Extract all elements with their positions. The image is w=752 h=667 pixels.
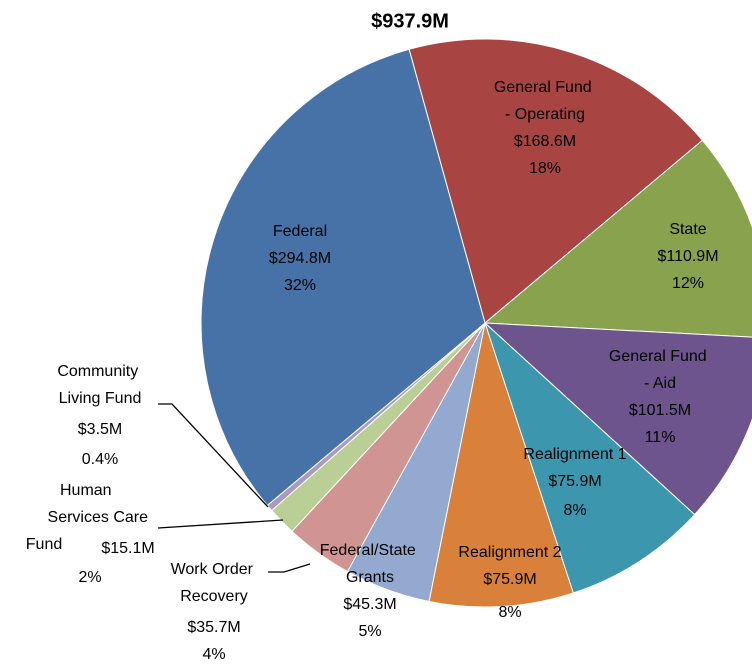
- percent-label: 0.4%: [82, 451, 118, 468]
- slice-label: Community Living Fund: [57, 363, 142, 407]
- percent-label: 5%: [358, 623, 381, 640]
- value-label: $35.7M: [187, 619, 240, 636]
- pie-slice: [483, 322, 752, 516]
- slice-label: General Fund - Operating: [494, 79, 596, 123]
- percent-label: 4%: [202, 646, 225, 663]
- value-label: $168.6M: [514, 133, 576, 150]
- percent-label: 32%: [284, 277, 316, 294]
- slice-label: Federal/State Grants: [320, 542, 421, 586]
- percent-label: 8%: [498, 604, 521, 621]
- leader-line: [268, 563, 311, 573]
- slice-label: State: [669, 221, 706, 238]
- leader-line: [157, 519, 284, 529]
- labels: General Fund - Operating $168.6M 18% State $…: [26, 79, 719, 663]
- value-label: $294.8M: [269, 250, 331, 267]
- pie-slice: [428, 321, 574, 608]
- percent-label: 12%: [672, 275, 704, 292]
- slice-label: Federal: [273, 223, 327, 240]
- value-label: $110.9M: [657, 248, 718, 265]
- value-label: $75.9M: [483, 571, 536, 588]
- percent-label: 2%: [78, 569, 101, 586]
- pie-slice: [483, 321, 696, 594]
- value-label: $75.9M: [548, 473, 601, 490]
- pie-slice: [408, 38, 704, 324]
- slice-label: Human Services Care Fund: [26, 482, 153, 553]
- percent-label: 18%: [529, 160, 561, 177]
- value-label: $101.5M: [629, 402, 691, 419]
- value-label: $3.5M: [78, 421, 122, 438]
- pie-slice: [483, 139, 752, 338]
- slices: [200, 38, 752, 608]
- value-label: $15.1M: [101, 540, 154, 557]
- slice-label: General Fund - Aid: [609, 348, 711, 392]
- percent-label: 11%: [645, 429, 676, 446]
- value-label: $45.3M: [343, 596, 396, 613]
- slice-label: Work Order Recovery: [171, 561, 258, 605]
- slice-label: Realignment 2: [458, 544, 561, 561]
- slice-label: Realignment 1: [523, 446, 626, 463]
- pie-slice: [200, 48, 486, 507]
- chart-title: $937.9M: [371, 10, 449, 32]
- leader-line: [158, 403, 269, 508]
- percent-label: 8%: [563, 502, 586, 519]
